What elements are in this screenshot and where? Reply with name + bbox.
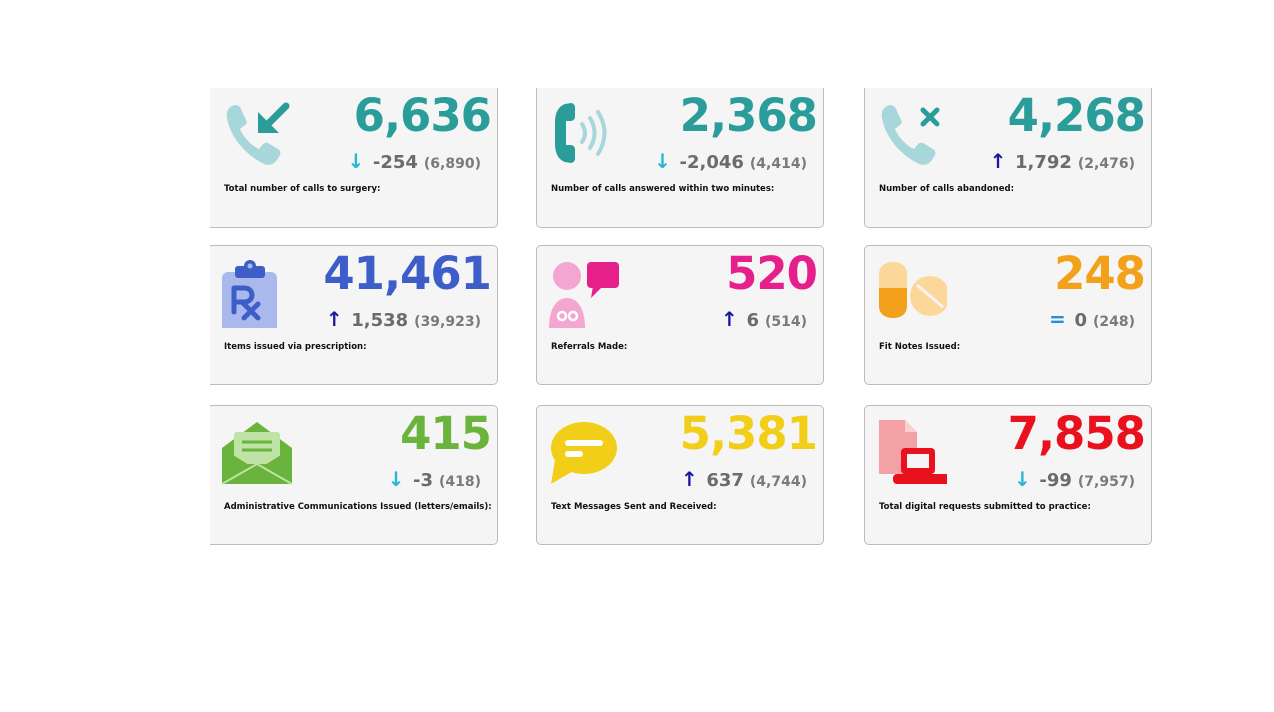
laptop-document-icon bbox=[877, 418, 947, 488]
kpi-value: 7,858 bbox=[1007, 407, 1146, 460]
kpi-delta: -99 bbox=[1039, 470, 1072, 491]
kpi-label: Referrals Made: bbox=[551, 342, 628, 352]
kpi-label: Number of calls abandoned: bbox=[879, 184, 1014, 194]
kpi-delta: 0 bbox=[1074, 310, 1087, 331]
kpi-value: 415 bbox=[400, 407, 492, 460]
doctor-speech-icon bbox=[549, 258, 619, 328]
pills-icon bbox=[877, 258, 947, 328]
kpi-delta: -3 bbox=[412, 470, 433, 491]
kpi-value: 520 bbox=[726, 247, 818, 300]
arrow-up-icon: ↑ bbox=[721, 307, 738, 331]
kpi-card-calls-to-surgery: 6,636 ↓ -254 (6,890) Total number of cal… bbox=[210, 88, 498, 228]
kpi-card-text-messages: 5,381 ↑ 637 (4,744) Text Messages Sent a… bbox=[536, 405, 824, 545]
arrow-down-icon: ↓ bbox=[1013, 467, 1031, 491]
kpi-card-digital-requests: 7,858 ↓ -99 (7,957) Total digital reques… bbox=[864, 405, 1152, 545]
kpi-value: 2,368 bbox=[679, 89, 818, 142]
kpi-value: 6,636 bbox=[353, 89, 492, 142]
kpi-previous: (418) bbox=[438, 474, 481, 490]
arrow-down-icon: ↓ bbox=[654, 149, 671, 173]
chat-bubble-icon bbox=[549, 418, 619, 488]
prescription-clipboard-icon bbox=[222, 258, 292, 328]
kpi-previous: (4,414) bbox=[749, 156, 807, 172]
arrow-up-icon: ↑ bbox=[989, 149, 1007, 173]
kpi-label: Total number of calls to surgery: bbox=[224, 184, 381, 194]
kpi-label: Administrative Communications Issued (le… bbox=[224, 502, 492, 512]
kpi-delta: 1,538 bbox=[351, 310, 409, 331]
kpi-value: 248 bbox=[1054, 247, 1146, 300]
kpi-previous: (39,923) bbox=[414, 314, 481, 330]
kpi-card-calls-abandoned: 4,268 ↑ 1,792 (2,476) Number of calls ab… bbox=[864, 88, 1152, 228]
kpi-label: Number of calls answered within two minu… bbox=[551, 184, 775, 194]
kpi-previous: (6,890) bbox=[423, 156, 481, 172]
kpi-card-prescriptions: 41,461 ↑ 1,538 (39,923) Items issued via… bbox=[210, 245, 498, 385]
arrow-down-icon: ↓ bbox=[347, 149, 365, 173]
kpi-value: 4,268 bbox=[1007, 89, 1146, 142]
phone-incoming-icon bbox=[222, 100, 292, 170]
kpi-label: Total digital requests submitted to prac… bbox=[879, 502, 1091, 512]
kpi-change: ↓ -99 (7,957) bbox=[1011, 469, 1135, 493]
kpi-change: ↑ 6 (514) bbox=[718, 309, 807, 333]
kpi-label: Text Messages Sent and Received: bbox=[551, 502, 717, 512]
arrow-down-icon: ↓ bbox=[387, 467, 405, 491]
kpi-card-calls-answered: 2,368 ↓ -2,046 (4,414) Number of calls a… bbox=[536, 88, 824, 228]
kpi-label: Fit Notes Issued: bbox=[879, 342, 961, 352]
phone-ringing-icon bbox=[549, 100, 619, 170]
open-envelope-icon bbox=[222, 418, 292, 488]
kpi-delta: 637 bbox=[706, 470, 744, 491]
kpi-change: ↓ -2,046 (4,414) bbox=[652, 149, 807, 175]
kpi-change: ↑ 637 (4,744) bbox=[678, 469, 807, 493]
kpi-card-referrals: 520 ↑ 6 (514) Referrals Made: bbox=[536, 245, 824, 385]
kpi-delta: 6 bbox=[746, 310, 759, 331]
kpi-delta: -254 bbox=[372, 152, 418, 173]
kpi-previous: (7,957) bbox=[1077, 474, 1135, 490]
kpi-previous: (4,744) bbox=[749, 474, 807, 490]
arrow-up-icon: ↑ bbox=[325, 307, 343, 331]
kpi-value: 5,381 bbox=[679, 407, 818, 460]
kpi-delta: 1,792 bbox=[1014, 152, 1072, 173]
arrow-up-icon: ↑ bbox=[680, 467, 698, 491]
kpi-change: ↓ -254 (6,890) bbox=[345, 151, 481, 175]
phone-missed-icon bbox=[877, 100, 947, 170]
kpi-change: = 0 (248) bbox=[1046, 309, 1135, 333]
kpi-change: ↓ -3 (418) bbox=[385, 469, 481, 493]
equals-icon: = bbox=[1049, 307, 1066, 331]
kpi-card-fit-notes: 248 = 0 (248) Fit Notes Issued: bbox=[864, 245, 1152, 385]
kpi-change: ↑ 1,792 (2,476) bbox=[987, 151, 1135, 175]
kpi-card-admin-communications: 415 ↓ -3 (418) Administrative Communicat… bbox=[210, 405, 498, 545]
kpi-label: Items issued via prescription: bbox=[224, 342, 367, 352]
kpi-previous: (2,476) bbox=[1077, 156, 1135, 172]
kpi-value: 41,461 bbox=[323, 247, 492, 300]
kpi-previous: (248) bbox=[1092, 314, 1135, 330]
kpi-change: ↑ 1,538 (39,923) bbox=[323, 309, 481, 333]
kpi-previous: (514) bbox=[764, 314, 807, 330]
kpi-delta: -2,046 bbox=[679, 152, 744, 173]
